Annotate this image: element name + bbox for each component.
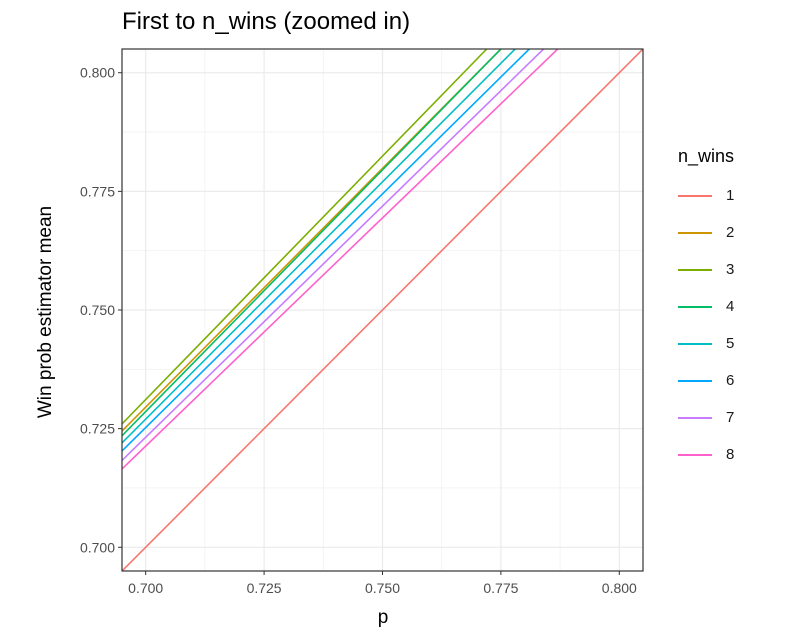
x-axis-label: p <box>377 607 389 628</box>
legend-item-4: 4 <box>678 288 734 325</box>
x-tick-label: 0.700 <box>128 580 163 596</box>
legend-label-5: 5 <box>726 335 735 352</box>
legend-item-5: 5 <box>678 325 734 362</box>
legend-label-6: 6 <box>726 372 735 389</box>
y-tick-label: 0.750 <box>80 302 115 318</box>
legend-key-7 <box>678 416 712 419</box>
legend-label-3: 3 <box>726 261 735 278</box>
series-line-3 <box>122 49 488 425</box>
x-tick-label: 0.750 <box>365 580 400 596</box>
legend-label-8: 8 <box>726 446 735 463</box>
legend-label-1: 1 <box>726 187 735 204</box>
x-tick-label: 0.800 <box>602 580 637 596</box>
x-tick-label: 0.725 <box>247 580 282 596</box>
y-tick-label: 0.775 <box>80 183 115 199</box>
legend-item-1: 1 <box>678 177 734 214</box>
legend-key-5 <box>678 342 712 345</box>
legend-label-4: 4 <box>726 298 735 315</box>
legend-item-3: 3 <box>678 251 734 288</box>
legend-key-1 <box>678 194 712 197</box>
legend-item-6: 6 <box>678 362 734 399</box>
series-line-5 <box>122 49 516 444</box>
y-tick-label: 0.800 <box>80 65 115 81</box>
y-axis-label: Win prob estimator mean <box>35 205 56 419</box>
y-tick-label: 0.700 <box>80 539 115 555</box>
legend: n_wins 1 2 3 4 5 6 7 8 <box>678 146 734 473</box>
series-line-8 <box>122 49 559 470</box>
y-tick-label: 0.725 <box>80 421 115 437</box>
legend-key-4 <box>678 305 712 308</box>
series-line-4 <box>122 49 502 437</box>
legend-label-2: 2 <box>726 224 735 241</box>
series-line-1 <box>122 49 643 571</box>
legend-title: n_wins <box>678 146 735 166</box>
series-line-6 <box>122 49 530 452</box>
legend-key-8 <box>678 453 712 456</box>
legend-key-3 <box>678 268 712 271</box>
x-tick-label: 0.775 <box>483 580 518 596</box>
legend-key-2 <box>678 231 712 234</box>
series-line-7 <box>122 49 545 462</box>
chart-title: First to n_wins (zoomed in) <box>122 8 411 35</box>
panel-border <box>121 48 644 572</box>
legend-key-6 <box>678 379 712 382</box>
legend-label-7: 7 <box>726 409 735 426</box>
legend-item-8: 8 <box>678 436 734 473</box>
legend-items: 1 2 3 4 5 6 7 8 <box>678 177 734 473</box>
legend-item-2: 2 <box>678 214 734 251</box>
legend-item-7: 7 <box>678 399 734 436</box>
